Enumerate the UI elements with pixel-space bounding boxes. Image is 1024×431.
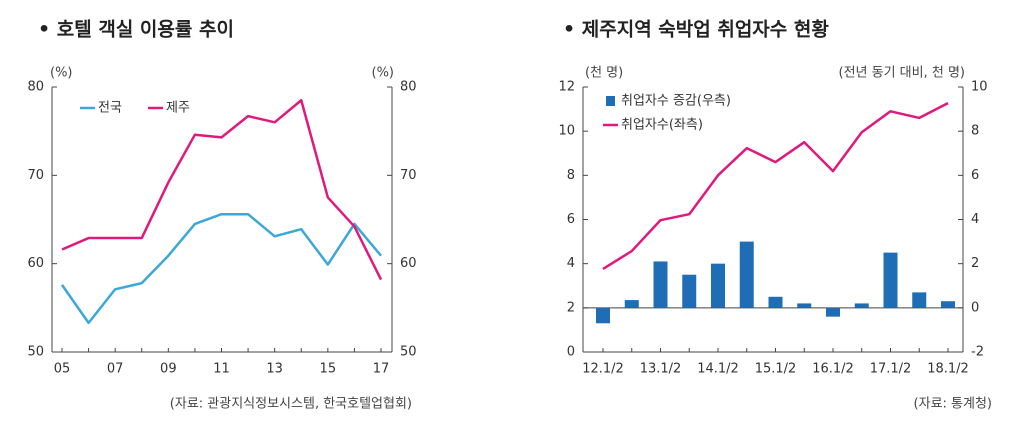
- bar: [624, 300, 639, 308]
- y2-tick-label: -2: [971, 345, 984, 360]
- y2-tick-label: 2: [971, 256, 979, 271]
- bar: [941, 301, 955, 308]
- bar: [854, 303, 869, 308]
- y-tick-label: 2: [567, 300, 575, 315]
- bar: [653, 261, 668, 308]
- y2-axis-unit: (%): [372, 66, 395, 81]
- y2-tick-label: 80: [400, 80, 417, 95]
- y-tick-label: 12: [558, 80, 575, 95]
- x-tick-label: 15: [320, 362, 337, 377]
- y-tick-label: 6: [567, 212, 575, 227]
- line: [61, 99, 383, 281]
- y2-tick-label: 4: [971, 212, 979, 227]
- chart-title: • 호텔 객실 이용률 추이: [38, 19, 234, 41]
- y-tick-label: 70: [27, 168, 44, 183]
- legend-label: 제주: [166, 101, 190, 116]
- x-tick-label: 14.1/2: [697, 362, 739, 377]
- bar: [596, 307, 610, 324]
- x-tick-label: 18.1/2: [927, 362, 969, 377]
- y2-tick-label: 60: [400, 256, 417, 271]
- bar: [739, 241, 754, 308]
- y2-tick-label: 0: [971, 300, 979, 315]
- y2-axis-unit: (전년 동기 대비, 천 명): [839, 66, 966, 81]
- y2-tick-label: 70: [400, 168, 417, 183]
- line: [60, 212, 382, 325]
- y2-tick-label: 8: [971, 124, 979, 139]
- bar: [883, 252, 898, 308]
- x-tick-label: 05: [54, 362, 71, 377]
- bar: [797, 303, 812, 308]
- bar: [768, 296, 783, 308]
- y-axis-unit: (천 명): [585, 66, 623, 81]
- source: (자료: 통계청): [914, 397, 992, 412]
- y-tick-label: 60: [27, 256, 44, 271]
- y-axis-unit: (%): [50, 66, 73, 81]
- source: (자료: 관광지식정보시스템, 한국호텔업협회): [170, 397, 412, 412]
- bar: [682, 274, 697, 308]
- x-tick-label: 17: [373, 362, 390, 377]
- line: [602, 102, 949, 271]
- y-tick-label: 10: [558, 124, 575, 139]
- y-tick-label: 0: [567, 345, 575, 360]
- x-tick-label: 07: [107, 362, 124, 377]
- y2-tick-label: 50: [400, 345, 417, 360]
- bar: [711, 263, 725, 308]
- y-tick-label: 50: [27, 345, 44, 360]
- y-tick-label: 4: [567, 256, 575, 271]
- x-tick-label: 13.1/2: [640, 362, 682, 377]
- chart-title: • 제주지역 숙박업 취업자수 현황: [563, 18, 829, 41]
- legend-label: 취업자수 증감(우측): [621, 94, 731, 109]
- y2-tick-label: 6: [971, 168, 979, 183]
- x-tick-label: 13: [266, 362, 283, 377]
- x-tick-label: 17.1/2: [870, 362, 912, 377]
- y-tick-label: 8: [567, 168, 575, 183]
- x-tick-label: 15.1/2: [755, 362, 797, 377]
- x-tick-label: 16.1/2: [812, 362, 854, 377]
- legend-label: 취업자수(좌측): [621, 118, 703, 133]
- y2-tick-label: 10: [971, 80, 988, 95]
- legend-label: 전국: [98, 101, 122, 116]
- x-tick-label: 09: [160, 362, 177, 377]
- y-tick-label: 80: [27, 80, 44, 95]
- x-tick-label: 12.1/2: [582, 362, 624, 377]
- bar: [826, 307, 840, 317]
- x-tick-label: 11: [213, 362, 230, 377]
- bar: [912, 292, 927, 308]
- legend-swatch: [606, 96, 615, 106]
